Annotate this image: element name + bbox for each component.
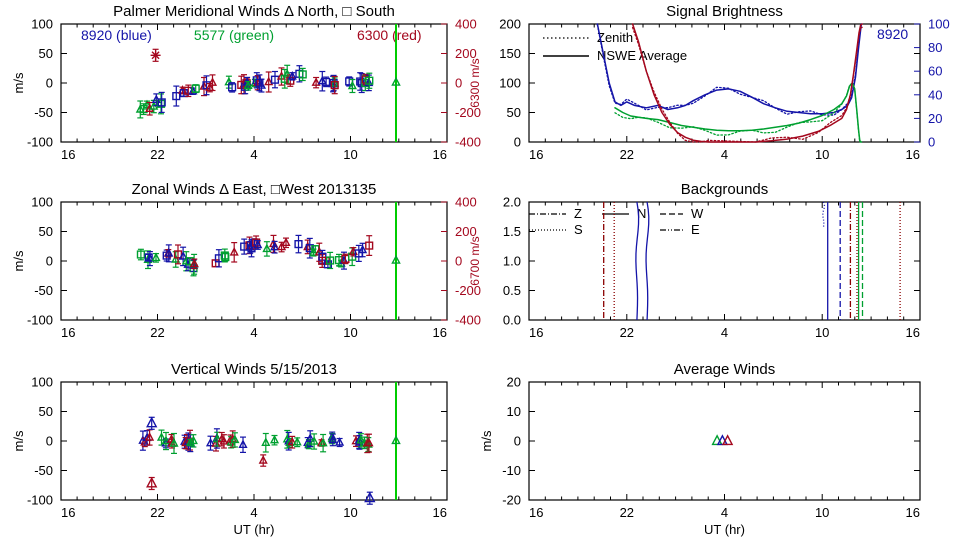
svg-text:10: 10: [343, 147, 357, 162]
svg-text:10: 10: [507, 404, 521, 419]
svg-text:-50: -50: [34, 105, 53, 120]
svg-text:m/s: m/s: [11, 250, 26, 271]
svg-text:-50: -50: [34, 463, 53, 478]
svg-text:E: E: [691, 222, 700, 237]
svg-text:4: 4: [721, 147, 728, 162]
svg-text:10: 10: [815, 147, 829, 162]
svg-text:2.0: 2.0: [503, 195, 521, 210]
svg-text:100: 100: [928, 17, 950, 32]
svg-text:16: 16: [61, 325, 75, 340]
svg-text:10: 10: [343, 325, 357, 340]
svg-text:50: 50: [39, 224, 53, 239]
svg-text:400: 400: [455, 17, 477, 32]
svg-text:UT (hr): UT (hr): [704, 522, 745, 537]
svg-text:10: 10: [343, 505, 357, 520]
svg-text:m/s: m/s: [479, 430, 494, 451]
svg-text:0: 0: [928, 135, 935, 150]
svg-text:-20: -20: [502, 493, 521, 508]
svg-text:16: 16: [61, 505, 75, 520]
svg-text:0.0: 0.0: [503, 313, 521, 328]
svg-text:16: 16: [906, 325, 920, 340]
svg-text:16: 16: [433, 505, 447, 520]
svg-text:16: 16: [529, 325, 543, 340]
svg-text:20: 20: [928, 111, 942, 126]
svg-text:1.5: 1.5: [503, 224, 521, 239]
svg-text:100: 100: [31, 195, 53, 210]
svg-text:4: 4: [250, 147, 257, 162]
svg-text:Signal Brightness: Signal Brightness: [666, 3, 783, 20]
svg-text:Z: Z: [574, 206, 582, 221]
svg-text:Average Winds: Average Winds: [674, 361, 775, 378]
svg-text:Palmer Meridional Winds Δ Nort: Palmer Meridional Winds Δ North, □ South: [113, 3, 395, 20]
svg-text:16: 16: [529, 147, 543, 162]
svg-text:100: 100: [31, 17, 53, 32]
svg-text:50: 50: [39, 404, 53, 419]
svg-text:40: 40: [928, 87, 942, 102]
svg-text:-100: -100: [27, 135, 53, 150]
svg-text:80: 80: [928, 40, 942, 55]
svg-text:16: 16: [906, 147, 920, 162]
svg-text:5577 (green): 5577 (green): [194, 27, 274, 43]
svg-text:-400: -400: [455, 135, 481, 150]
svg-text:22: 22: [150, 147, 164, 162]
svg-text:10: 10: [815, 505, 829, 520]
svg-text:0: 0: [46, 76, 53, 91]
svg-text:100: 100: [31, 375, 53, 390]
svg-text:22: 22: [150, 505, 164, 520]
svg-text:4: 4: [721, 505, 728, 520]
svg-text:0: 0: [514, 135, 521, 150]
svg-text:20: 20: [507, 375, 521, 390]
svg-text:4: 4: [250, 505, 257, 520]
svg-text:m/s: m/s: [11, 430, 26, 451]
svg-text:22: 22: [620, 505, 634, 520]
svg-text:16: 16: [906, 505, 920, 520]
svg-text:22: 22: [620, 325, 634, 340]
svg-text:0: 0: [46, 254, 53, 269]
svg-text:150: 150: [499, 46, 521, 61]
svg-text:8920: 8920: [877, 26, 908, 42]
svg-text:4: 4: [250, 325, 257, 340]
svg-text:m/s: m/s: [11, 72, 26, 93]
svg-text:50: 50: [39, 46, 53, 61]
svg-text:0: 0: [455, 254, 462, 269]
svg-text:-100: -100: [27, 493, 53, 508]
svg-text:60: 60: [928, 64, 942, 79]
svg-text:16: 16: [433, 147, 447, 162]
svg-text:Vertical Winds 5/15/2013: Vertical Winds 5/15/2013: [171, 361, 337, 378]
svg-text:16: 16: [433, 325, 447, 340]
svg-text:22: 22: [620, 147, 634, 162]
svg-text:-100: -100: [27, 313, 53, 328]
svg-text:100: 100: [499, 76, 521, 91]
svg-text:S: S: [574, 222, 583, 237]
svg-text:0: 0: [514, 434, 521, 449]
svg-text:W: W: [691, 206, 704, 221]
svg-text:0: 0: [46, 434, 53, 449]
svg-text:10: 10: [815, 325, 829, 340]
svg-text:0.5: 0.5: [503, 283, 521, 298]
svg-text:16: 16: [61, 147, 75, 162]
svg-text:6300 (red): 6300 (red): [357, 27, 422, 43]
svg-text:200: 200: [499, 17, 521, 32]
svg-text:0: 0: [455, 76, 462, 91]
svg-text:UT (hr): UT (hr): [234, 522, 275, 537]
svg-text:Zenith: Zenith: [597, 30, 633, 45]
svg-text:16: 16: [529, 505, 543, 520]
svg-text:Zonal Winds Δ East, □West 2013: Zonal Winds Δ East, □West 2013135: [132, 181, 377, 198]
svg-text:6700 m/s: 6700 m/s: [468, 236, 482, 285]
svg-text:1.0: 1.0: [503, 254, 521, 269]
svg-text:50: 50: [507, 105, 521, 120]
svg-text:-10: -10: [502, 463, 521, 478]
svg-text:Backgrounds: Backgrounds: [681, 181, 769, 198]
svg-text:8920 (blue): 8920 (blue): [81, 27, 152, 43]
svg-text:6300 m/s: 6300 m/s: [468, 58, 482, 107]
svg-text:400: 400: [455, 195, 477, 210]
svg-text:-400: -400: [455, 313, 481, 328]
svg-text:22: 22: [150, 325, 164, 340]
svg-text:4: 4: [721, 325, 728, 340]
svg-text:-50: -50: [34, 283, 53, 298]
